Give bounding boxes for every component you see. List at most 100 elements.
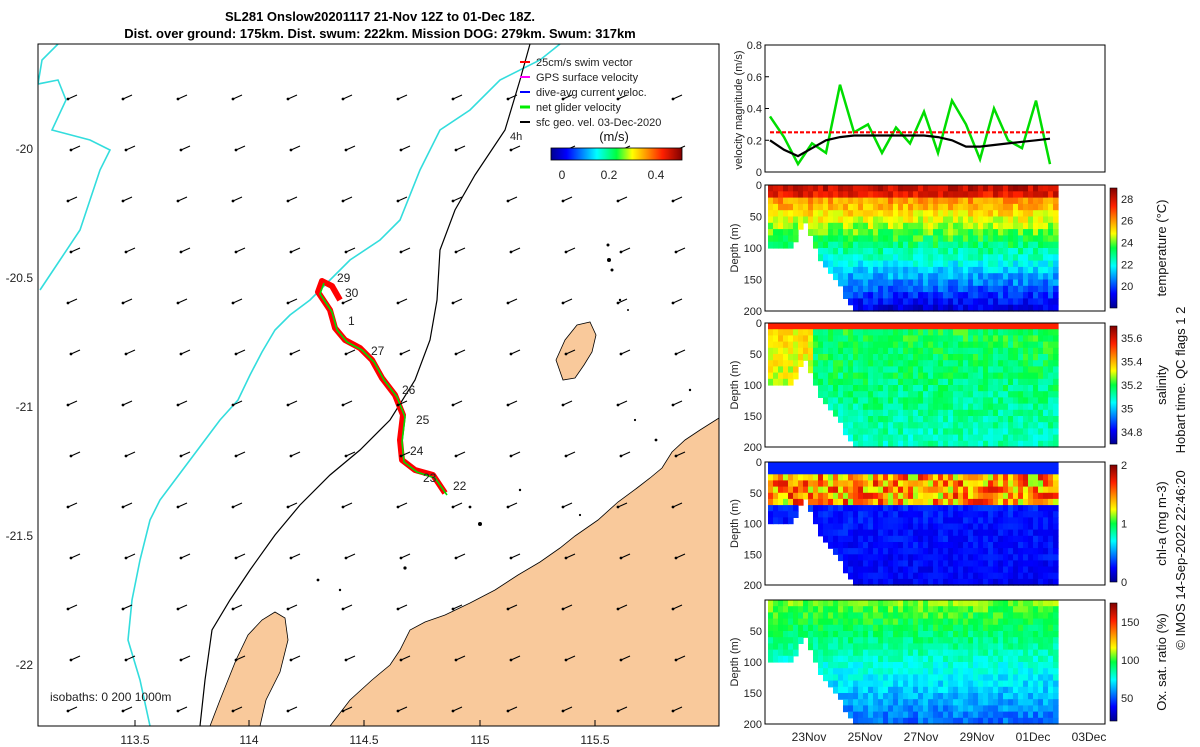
section-cell — [948, 403, 954, 411]
section-cell — [943, 222, 949, 230]
section-cell — [958, 335, 964, 343]
section-cell — [1003, 248, 1009, 255]
section-cell — [928, 366, 934, 374]
section-cell — [958, 680, 964, 688]
section-cell — [1018, 474, 1024, 482]
section-cell — [973, 548, 979, 555]
section-cell — [853, 235, 859, 243]
section-cell — [958, 329, 964, 336]
section-cell — [1008, 618, 1014, 626]
section-cell — [993, 409, 999, 417]
section-cell — [918, 323, 924, 330]
section-cell — [783, 347, 789, 355]
map-y-tick-label: -21.5 — [6, 529, 34, 543]
section-cell — [1033, 216, 1039, 224]
section-cell — [833, 631, 839, 638]
section-cell — [1033, 403, 1039, 411]
section-cell — [803, 203, 809, 211]
section-cell — [913, 480, 919, 488]
section-cell — [923, 254, 929, 262]
section-cell — [863, 693, 869, 700]
day-label-1: 1 — [348, 314, 355, 328]
section-cell — [798, 492, 804, 500]
section-cell — [988, 372, 994, 380]
velocity-ylabel: velocity magnitude (m/s) — [733, 50, 745, 169]
section-cell — [788, 185, 794, 192]
section-cell — [968, 397, 974, 405]
section-cell — [818, 618, 824, 626]
section-cell — [828, 631, 834, 638]
section-cell — [988, 618, 994, 626]
section-cell — [973, 560, 979, 568]
section-cell — [978, 440, 984, 448]
section-cell — [983, 440, 989, 448]
section-cell — [863, 354, 869, 361]
section-cell — [813, 197, 819, 205]
section-cell — [973, 304, 979, 312]
section-cell — [898, 266, 904, 274]
section-cell — [988, 229, 994, 236]
section-cell — [873, 341, 879, 349]
section-cell — [963, 292, 969, 299]
section-cell — [1013, 699, 1019, 706]
section-cell — [858, 222, 864, 230]
section-cell — [863, 304, 869, 312]
section-cell — [818, 668, 824, 675]
section-cell — [863, 391, 869, 398]
section-cell — [898, 560, 904, 568]
section-cell — [948, 566, 954, 574]
section-cell — [778, 468, 784, 475]
section-cell — [883, 428, 889, 436]
section-cell — [953, 254, 959, 262]
section-cell — [993, 662, 999, 669]
section-cell — [893, 285, 899, 293]
section-cell — [983, 492, 989, 500]
section-frame — [764, 461, 1106, 586]
section-cell — [1013, 624, 1019, 632]
section-cell — [903, 397, 909, 405]
section-cell — [1053, 229, 1059, 236]
section-cell — [933, 434, 939, 442]
section-cell — [853, 222, 859, 230]
section-cell — [1013, 347, 1019, 355]
section-cell — [978, 498, 984, 506]
section-cell — [1033, 606, 1039, 613]
section-cell — [1013, 397, 1019, 405]
section-cell — [903, 385, 909, 392]
section-cell — [863, 662, 869, 669]
section-cell — [893, 600, 899, 607]
section-cell — [943, 498, 949, 506]
section-cell — [983, 397, 989, 405]
section-cell — [943, 572, 949, 580]
section-cell — [933, 480, 939, 488]
section-cell — [878, 241, 884, 249]
section-cell — [978, 668, 984, 675]
section-cell — [923, 680, 929, 688]
velocity-arrow-head — [454, 250, 458, 254]
section-cell — [948, 606, 954, 613]
section-cell — [923, 235, 929, 243]
section-cell — [923, 637, 929, 644]
section-cell — [863, 216, 869, 224]
section-cell — [898, 468, 904, 475]
section-cell — [858, 197, 864, 205]
section-cell — [983, 298, 989, 306]
section-cell — [1003, 505, 1009, 512]
section-cell — [793, 612, 799, 620]
section-cell — [963, 631, 969, 638]
section-cell — [983, 385, 989, 392]
section-cell — [1003, 360, 1009, 367]
section-cell — [928, 354, 934, 361]
section-cell — [858, 711, 864, 719]
section-cell — [1028, 511, 1034, 518]
section-cell — [943, 618, 949, 626]
section-cell — [868, 612, 874, 620]
section-cell — [1018, 341, 1024, 349]
section-cell — [963, 203, 969, 211]
section-cell — [888, 498, 894, 506]
velocity-arrow-head — [616, 301, 620, 305]
section-cell — [903, 572, 909, 580]
section-cell — [1023, 385, 1029, 392]
section-cell — [908, 699, 914, 706]
